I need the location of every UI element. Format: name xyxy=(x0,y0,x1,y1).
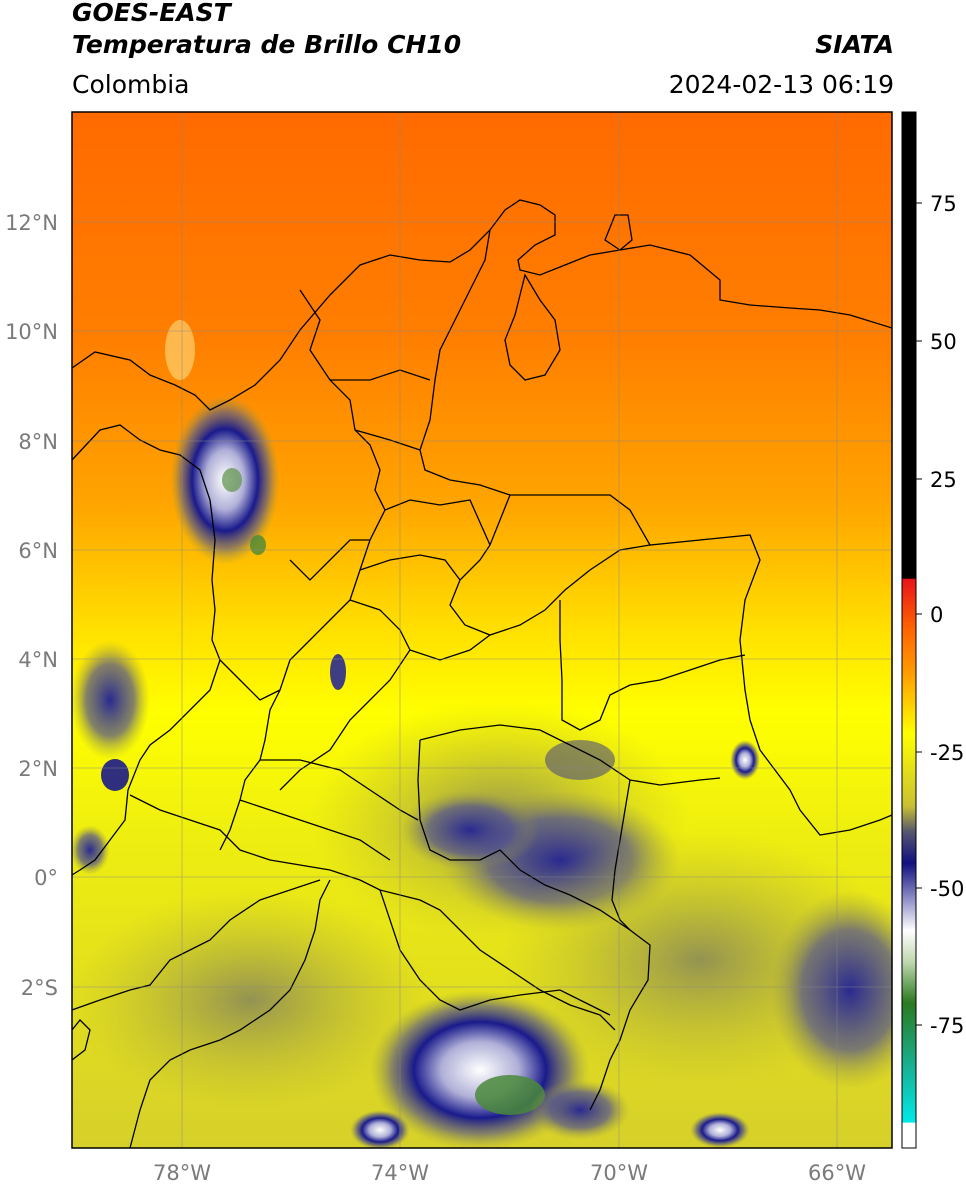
colorbar-tick-label: 75 xyxy=(930,192,957,216)
lat-tick-label: 0° xyxy=(34,866,58,890)
lon-tick-label: 74°W xyxy=(371,1161,429,1185)
timestamp-label: 2024-02-13 06:19 xyxy=(668,70,894,99)
colorbar: 75 50 25 0 -25 -50 -75 xyxy=(901,111,964,1149)
lat-tick-label: 10°N xyxy=(5,320,58,344)
lat-tick-label: 4°N xyxy=(18,648,58,672)
borders xyxy=(72,199,892,1148)
lat-tick-label: 6°N xyxy=(18,539,58,563)
lon-tick-label: 66°W xyxy=(808,1161,866,1185)
satellite-title: GOES-EAST xyxy=(72,0,231,27)
colorbar-tick-label: 0 xyxy=(930,603,943,627)
colorbar-tick-label: -75 xyxy=(930,1014,964,1038)
lat-axis: 12°N 10°N 8°N 6°N 4°N 2°N 0° 2°S xyxy=(5,211,58,1000)
lat-tick-label: 8°N xyxy=(18,430,58,454)
lon-tick-label: 78°W xyxy=(153,1161,211,1185)
lon-axis: 78°W 74°W 70°W 66°W xyxy=(153,1161,866,1185)
lat-tick-label: 2°N xyxy=(18,757,58,781)
lon-tick-label: 70°W xyxy=(590,1161,648,1185)
colorbar-tick-label: 50 xyxy=(930,330,957,354)
map-frame xyxy=(71,111,893,1149)
product-title: Temperatura de Brillo CH10 xyxy=(72,30,462,59)
colorbar-tick-label: -50 xyxy=(930,877,964,901)
colorbar-tick-label: 25 xyxy=(930,468,957,492)
region-label: Colombia xyxy=(72,70,190,99)
colorbar-tick-label: -25 xyxy=(930,741,964,765)
brand-label: SIATA xyxy=(815,30,894,59)
gridlines xyxy=(72,112,892,1148)
lat-tick-label: 2°S xyxy=(21,976,58,1000)
lat-tick-label: 12°N xyxy=(5,211,58,235)
colorbar-scale xyxy=(901,111,917,1149)
